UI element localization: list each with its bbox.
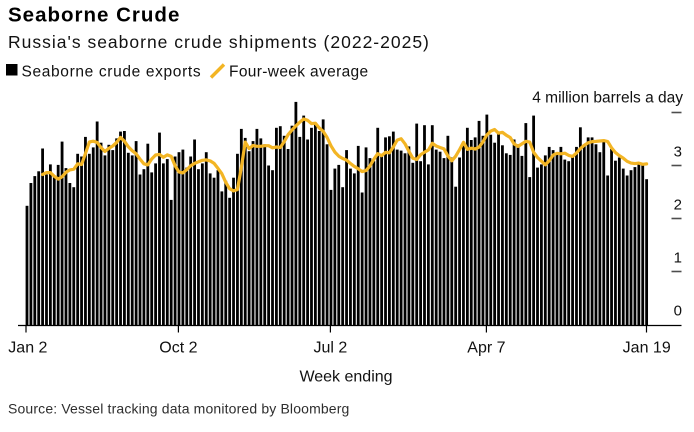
svg-text:2: 2 [674,197,682,214]
svg-text:Oct 2: Oct 2 [159,340,197,357]
svg-text:Jul 2: Jul 2 [314,340,348,357]
svg-text:Week ending: Week ending [299,369,392,386]
svg-text:Seaborne crude exports: Seaborne crude exports [22,64,202,81]
svg-text:4 million barrels a day: 4 million barrels a day [532,90,683,107]
svg-text:1: 1 [674,250,682,267]
svg-text:0: 0 [674,303,682,320]
svg-text:Seaborne Crude: Seaborne Crude [8,4,180,27]
svg-text:Jan 19: Jan 19 [623,340,671,357]
svg-text:3: 3 [674,144,682,161]
svg-text:Jan 2: Jan 2 [8,340,47,357]
svg-text:Apr 7: Apr 7 [467,340,505,357]
svg-text:Four-week average: Four-week average [229,64,369,81]
svg-text:Source: Vessel tracking data m: Source: Vessel tracking data monitored b… [8,401,350,417]
svg-text:Russia's seaborne crude shipme: Russia's seaborne crude shipments (2022-… [8,32,430,52]
